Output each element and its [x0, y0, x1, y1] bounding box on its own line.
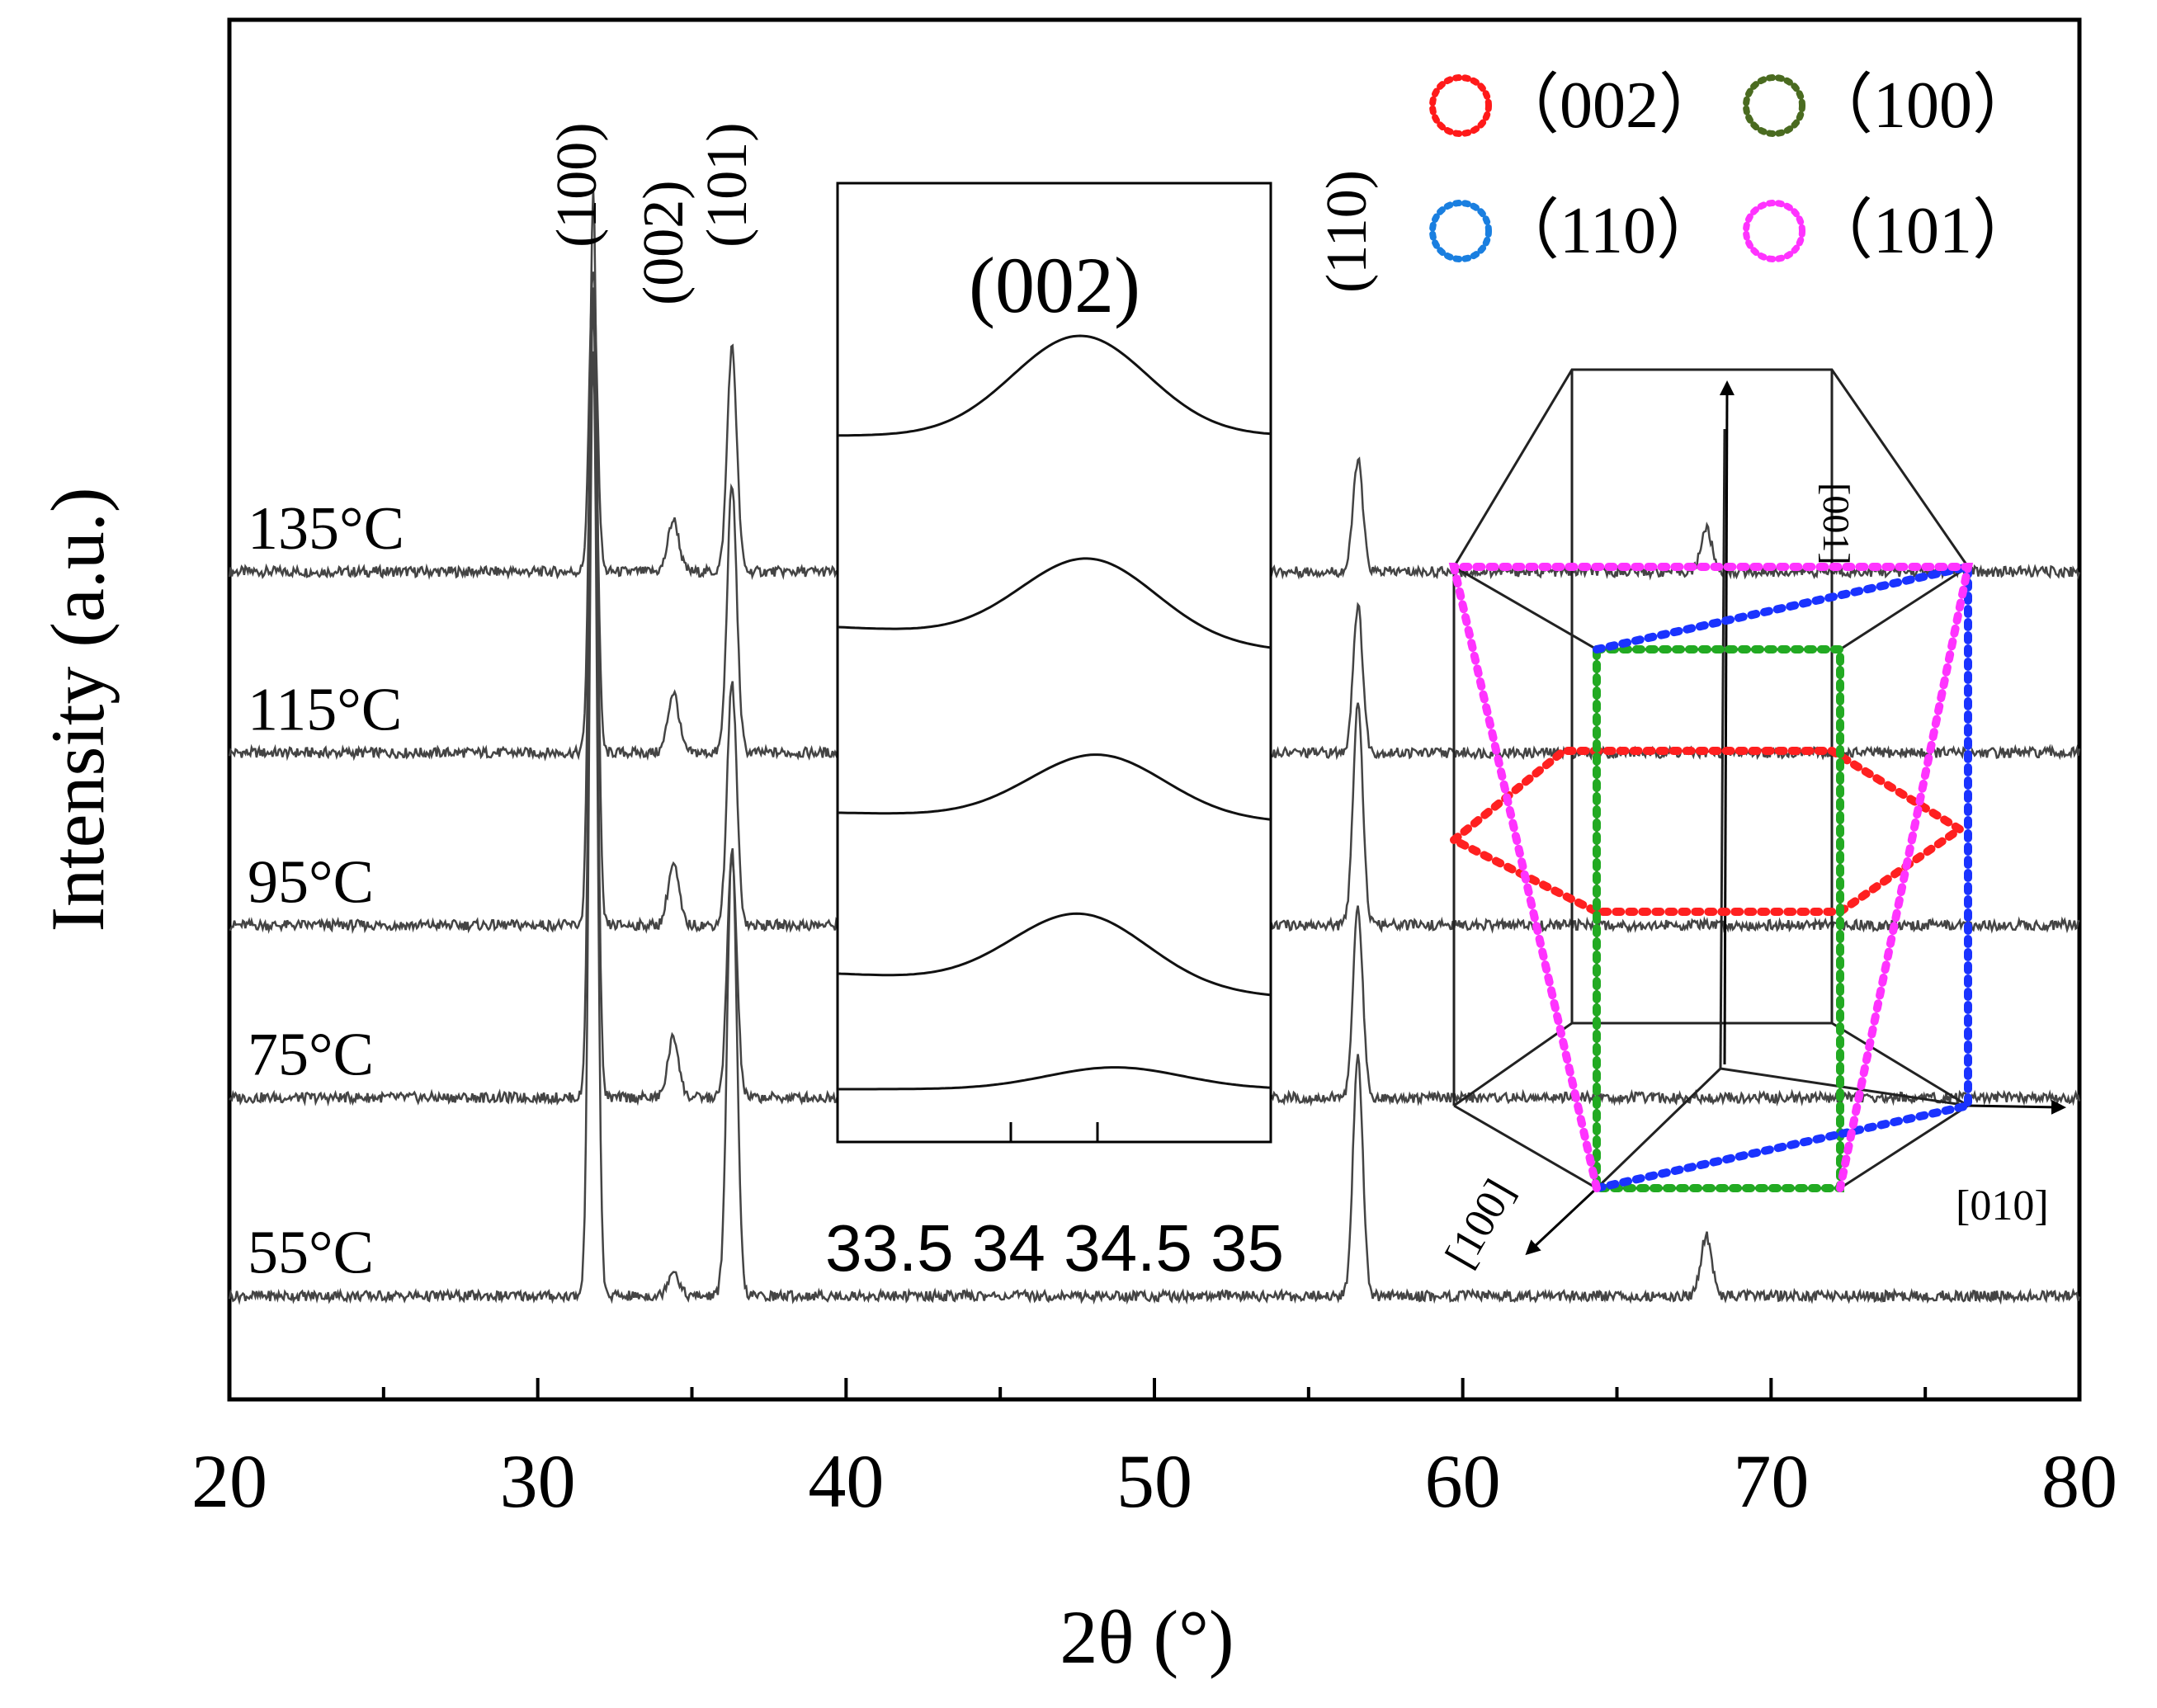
- series-label: 95°C: [248, 848, 374, 916]
- axis-100-arrow: [1525, 1187, 1598, 1256]
- x-axis-ticks: 20 30 40 50 60 70 80: [191, 1378, 2117, 1523]
- plane-101: [1448, 563, 1974, 1192]
- x-tick-label: 20: [191, 1439, 267, 1523]
- inset-ticks: 33.5 34 34.5 35: [825, 1122, 1284, 1285]
- legend-marker: [1429, 74, 1492, 137]
- peak-label: (100): [545, 122, 609, 248]
- axis-001-arrow: [1719, 380, 1735, 1065]
- inset-curve: [838, 1066, 1272, 1091]
- crystal-axes: [1525, 380, 2066, 1256]
- peak-label: (101): [696, 122, 759, 248]
- series-label: 115°C: [248, 676, 402, 743]
- legend-marker: [1743, 200, 1805, 262]
- inset-curves: [837, 334, 1272, 1091]
- y-axis-title: Intensity (a.u.): [35, 487, 120, 932]
- x-tick-label: 40: [808, 1439, 884, 1523]
- legend-marker: [1429, 200, 1492, 262]
- x-tick-label: 50: [1116, 1439, 1192, 1523]
- plane-110: [1593, 561, 1972, 1192]
- inset-curve: [837, 912, 1272, 997]
- crystal-schematic: [001] [010] [100]: [1437, 368, 2066, 1276]
- inset-curve: [837, 557, 1272, 649]
- axis-010-arrow: [1967, 1099, 2066, 1115]
- inset-002: (002) 33.5 34 34.5 35: [825, 182, 1284, 1285]
- legend-label: （100）: [1807, 69, 2038, 142]
- x-tick-label: 60: [1425, 1439, 1501, 1523]
- legend-marker: [1743, 74, 1805, 137]
- axis-label-100: [100]: [1437, 1172, 1524, 1276]
- axis-label-010: [010]: [1956, 1182, 2049, 1229]
- spectrum-line: [228, 351, 2081, 1305]
- legend: （002） （100） （110） （101）: [1429, 69, 2038, 267]
- x-tick-label: 80: [2041, 1439, 2117, 1523]
- x-axis-title: 2θ (°): [1060, 1595, 1234, 1679]
- inset-title: (002): [969, 241, 1140, 329]
- axis-label-001: [001]: [1815, 483, 1857, 565]
- legend-label: （002）: [1494, 69, 1725, 142]
- peak-label: (110): [1315, 170, 1379, 293]
- peak-label: (002): [632, 180, 696, 305]
- legend-label: （101）: [1807, 195, 2038, 267]
- inset-tick-labels: 33.5 34 34.5 35: [825, 1211, 1284, 1285]
- peak-labels: (100) (002) (101) (110): [545, 122, 1379, 305]
- inset-curve: [838, 334, 1272, 437]
- series-label: 75°C: [248, 1021, 374, 1088]
- plane-100: [1593, 645, 1844, 1192]
- x-tick-label: 30: [500, 1439, 576, 1523]
- inset-curve: [838, 753, 1272, 821]
- series-label: 135°C: [248, 495, 404, 563]
- x-tick-label: 70: [1733, 1439, 1809, 1523]
- series-label: 55°C: [248, 1220, 374, 1287]
- temperature-labels: 135°C 115°C 95°C 75°C 55°C: [248, 495, 404, 1287]
- legend-label: （110）: [1494, 195, 1722, 267]
